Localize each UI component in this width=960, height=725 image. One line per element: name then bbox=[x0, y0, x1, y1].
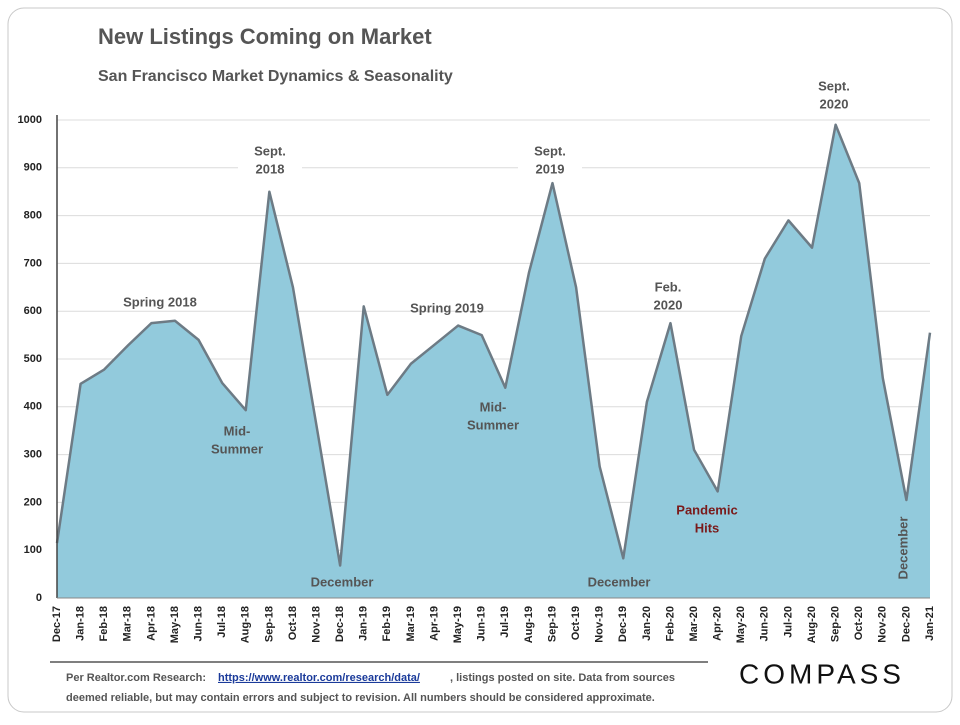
footer-line2: deemed reliable, but may contain errors … bbox=[66, 692, 655, 704]
annotation: December bbox=[895, 517, 910, 580]
x-tick-label: Apr-20 bbox=[712, 606, 724, 641]
x-tick-label: Jun-18 bbox=[192, 606, 204, 641]
annotation: December bbox=[588, 574, 651, 589]
x-tick-label: Oct-18 bbox=[287, 606, 299, 640]
x-tick-label: Sep-20 bbox=[830, 606, 842, 642]
x-tick-label: Mar-20 bbox=[688, 606, 700, 641]
x-tick-label: May-18 bbox=[169, 606, 181, 643]
annotation: Mid- bbox=[224, 423, 251, 438]
x-tick-label: Jan-20 bbox=[641, 606, 653, 641]
x-tick-label: Mar-18 bbox=[122, 606, 134, 641]
annotation: 2020 bbox=[820, 96, 849, 111]
annotation: Sept. bbox=[534, 143, 566, 158]
x-tick-label: Aug-20 bbox=[806, 606, 818, 643]
annotation: Mid- bbox=[480, 399, 507, 414]
annotation: Hits bbox=[695, 520, 720, 535]
y-tick-label: 1000 bbox=[18, 114, 42, 126]
x-tick-label: Mar-19 bbox=[405, 606, 417, 641]
x-tick-label: Dec-18 bbox=[334, 606, 346, 642]
annotation-bg bbox=[802, 75, 866, 115]
y-tick-label: 900 bbox=[24, 162, 42, 174]
y-tick-label: 600 bbox=[24, 305, 42, 317]
x-tick-label: Oct-19 bbox=[570, 606, 582, 640]
x-tick-label: Apr-19 bbox=[428, 606, 440, 641]
footer-prefix: Per Realtor.com Research: bbox=[66, 672, 206, 684]
x-tick-label: Aug-18 bbox=[240, 606, 252, 643]
x-tick-label: Nov-20 bbox=[877, 606, 889, 643]
annotation: 2019 bbox=[536, 161, 565, 176]
x-tick-label: Jul-20 bbox=[782, 606, 794, 638]
x-tick-label: Aug-19 bbox=[523, 606, 535, 643]
y-tick-label: 200 bbox=[24, 496, 42, 508]
x-tick-label: Jun-19 bbox=[476, 606, 488, 641]
x-tick-label: Dec-19 bbox=[617, 606, 629, 642]
x-tick-label: Apr-18 bbox=[145, 606, 157, 641]
annotation: Summer bbox=[211, 441, 263, 456]
annotation: 2020 bbox=[654, 297, 683, 312]
y-tick-label: 0 bbox=[36, 592, 42, 604]
annotation: Spring 2019 bbox=[410, 300, 484, 315]
x-tick-label: May-20 bbox=[735, 606, 747, 643]
chart-title: New Listings Coming on Market bbox=[98, 24, 432, 49]
y-tick-label: 400 bbox=[24, 401, 42, 413]
chart-subtitle: San Francisco Market Dynamics & Seasonal… bbox=[98, 68, 453, 85]
annotation-bg bbox=[518, 140, 582, 180]
logo: COMPASS bbox=[739, 658, 905, 689]
annotation: Spring 2018 bbox=[123, 294, 197, 309]
x-tick-label: Jan-19 bbox=[358, 606, 370, 641]
y-tick-label: 100 bbox=[24, 544, 42, 556]
x-tick-label: Nov-19 bbox=[594, 606, 606, 643]
annotation: Feb. bbox=[655, 279, 682, 294]
annotation: December bbox=[311, 574, 374, 589]
annotation: Summer bbox=[467, 417, 519, 432]
annotation: Pandemic bbox=[676, 502, 737, 517]
x-tick-label: Sep-18 bbox=[263, 606, 275, 642]
x-tick-label: Feb-19 bbox=[381, 606, 393, 641]
line bbox=[55, 123, 932, 567]
y-tick-label: 700 bbox=[24, 257, 42, 269]
x-tick-label: Jun-20 bbox=[759, 606, 771, 641]
x-tick-label: Sep-19 bbox=[546, 606, 558, 642]
x-tick-label: Dec-17 bbox=[51, 606, 63, 642]
x-tick-label: Feb-18 bbox=[98, 606, 110, 641]
footer-link[interactable]: https://www.realtor.com/research/data/ bbox=[218, 672, 420, 684]
x-tick-label: Nov-18 bbox=[310, 606, 322, 643]
x-tick-label: Dec-20 bbox=[900, 606, 912, 642]
y-tick-label: 300 bbox=[24, 449, 42, 461]
annotation-bg bbox=[238, 140, 302, 180]
x-tick-label: Oct-20 bbox=[853, 606, 865, 640]
x-tick-label: Jul-18 bbox=[216, 606, 228, 638]
footer-rest: , listings posted on site. Data from sou… bbox=[450, 672, 675, 684]
x-tick-label: Feb-20 bbox=[664, 606, 676, 641]
x-tick-label: May-19 bbox=[452, 606, 464, 643]
y-tick-label: 500 bbox=[24, 353, 42, 365]
annotation: 2018 bbox=[256, 161, 285, 176]
x-tick-label: Jan-21 bbox=[924, 606, 936, 641]
annotation: Sept. bbox=[818, 78, 850, 93]
x-tick-label: Jul-19 bbox=[499, 606, 511, 638]
annotation: Sept. bbox=[254, 143, 286, 158]
x-tick-label: Jan-18 bbox=[75, 606, 87, 641]
y-tick-label: 800 bbox=[24, 210, 42, 222]
